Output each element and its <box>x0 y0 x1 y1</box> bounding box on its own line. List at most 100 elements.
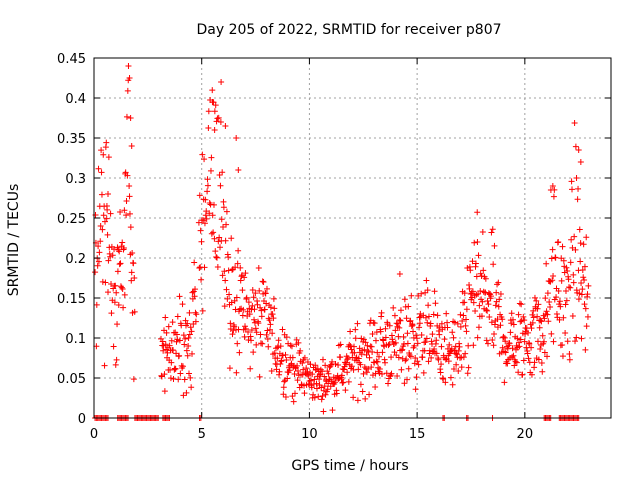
data-point <box>165 323 172 330</box>
data-point <box>321 373 328 380</box>
data-point <box>379 349 386 356</box>
data-point <box>301 382 308 389</box>
data-point <box>303 365 310 372</box>
data-point <box>111 299 118 306</box>
data-point <box>444 324 451 331</box>
data-point <box>472 260 479 267</box>
data-point <box>124 87 131 94</box>
data-point <box>112 361 119 368</box>
data-point <box>562 329 569 336</box>
data-point <box>508 320 515 327</box>
y-axis-title: SRMTID / TECUs <box>6 184 22 297</box>
data-point <box>335 362 342 369</box>
data-point <box>186 331 193 338</box>
data-point <box>318 384 325 391</box>
data-point <box>386 322 393 329</box>
data-point <box>484 297 491 304</box>
data-point <box>164 349 171 356</box>
data-point <box>396 324 403 331</box>
data-point <box>548 330 555 337</box>
data-point <box>170 347 177 354</box>
data-point <box>516 343 523 350</box>
data-point <box>112 282 119 289</box>
data-point <box>456 343 463 350</box>
data-point <box>209 99 216 105</box>
data-point <box>289 393 296 400</box>
data-point <box>409 322 416 329</box>
data-point <box>581 277 588 284</box>
data-point <box>289 354 296 361</box>
data-point <box>374 349 381 356</box>
data-point <box>570 271 577 278</box>
data-point <box>264 327 271 334</box>
data-point <box>521 338 528 345</box>
data-point <box>236 349 243 356</box>
data-point <box>185 343 192 350</box>
data-point <box>579 286 586 293</box>
data-point <box>297 347 304 354</box>
data-point <box>168 337 175 344</box>
data-point <box>210 201 217 208</box>
data-point <box>98 169 105 176</box>
data-point <box>199 307 206 314</box>
data-point <box>226 365 233 372</box>
data-point <box>227 325 234 332</box>
data-point <box>457 323 464 330</box>
data-point <box>101 218 108 225</box>
data-point <box>388 370 395 377</box>
data-point <box>562 287 569 294</box>
data-point <box>410 328 417 335</box>
data-point <box>537 346 544 353</box>
data-point <box>578 279 585 286</box>
data-point <box>446 341 453 348</box>
data-point <box>130 376 137 383</box>
data-point <box>324 386 331 393</box>
data-point <box>332 360 339 367</box>
data-point <box>283 356 290 363</box>
data-point <box>393 320 400 327</box>
data-point <box>235 326 242 333</box>
data-point <box>416 320 423 327</box>
data-point <box>233 135 240 141</box>
data-point <box>225 267 232 274</box>
data-point <box>528 371 535 378</box>
data-point <box>295 368 301 375</box>
data-point <box>403 356 410 363</box>
data-point <box>256 287 263 294</box>
data-point <box>253 341 260 348</box>
data-point <box>546 299 553 306</box>
data-point <box>213 118 220 125</box>
data-point <box>398 366 405 373</box>
data-point <box>568 236 575 243</box>
data-point <box>465 364 472 371</box>
data-point <box>263 300 270 307</box>
data-point <box>228 235 235 242</box>
data-point <box>500 333 507 340</box>
data-point <box>495 279 502 286</box>
data-point <box>379 371 386 378</box>
data-point <box>519 371 526 378</box>
data-point <box>580 241 587 248</box>
data-point <box>311 394 318 401</box>
data-point <box>317 366 324 373</box>
data-point <box>471 239 478 246</box>
data-point <box>262 290 269 297</box>
data-point <box>372 383 379 390</box>
data-point <box>99 278 106 285</box>
data-point <box>229 331 236 338</box>
data-point <box>117 209 124 216</box>
data-point <box>329 358 336 365</box>
data-point <box>509 345 516 352</box>
data-point <box>480 267 487 274</box>
data-point <box>248 337 255 344</box>
data-point <box>255 320 262 327</box>
data-point <box>351 343 358 350</box>
data-point <box>322 391 329 398</box>
data-point <box>264 335 271 342</box>
data-point <box>286 367 293 374</box>
data-point <box>205 124 212 131</box>
data-point <box>450 365 457 372</box>
data-point <box>364 347 371 354</box>
data-point <box>556 301 563 308</box>
data-point <box>550 272 557 279</box>
